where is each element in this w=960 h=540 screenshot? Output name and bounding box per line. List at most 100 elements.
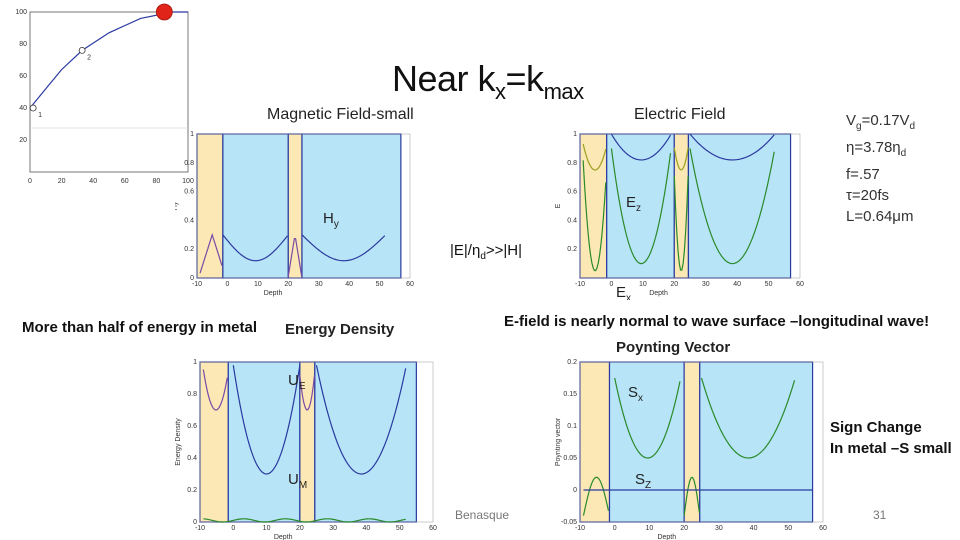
- dielectric-layer: [222, 133, 289, 279]
- x-axis-label: Depth: [649, 290, 668, 297]
- y-tick-label: 100: [15, 9, 27, 16]
- footer-text: Benasque: [455, 508, 510, 522]
- x-tick-label: 50: [765, 281, 773, 288]
- y-tick-label: 0.6: [187, 423, 197, 430]
- param-f: f=.57: [846, 166, 880, 183]
- y-tick-label: 0: [190, 275, 194, 282]
- parameter-list: Vg=0.17Vd η=3.78ηd f=.57 τ=20fs L=0.64μm: [846, 110, 915, 227]
- x-axis-label: Depth: [264, 290, 283, 297]
- x-tick-label: 20: [58, 178, 66, 185]
- dispersion-point-label: 1: [38, 112, 42, 119]
- sx-dielectric-curve-2: [700, 377, 796, 459]
- x-tick-label: 10: [646, 525, 654, 532]
- x-tick-label: 50: [396, 525, 404, 532]
- y-tick-label: 60: [19, 73, 27, 80]
- x-tick-label: 60: [796, 281, 804, 288]
- slide-title: Near kx=kmax: [392, 58, 584, 105]
- sz-metal-curve-2: [683, 476, 701, 516]
- kmax-marker: [155, 3, 173, 21]
- param-eta: η=3.78ηd: [846, 139, 907, 159]
- y-tick-label: 0: [193, 519, 197, 526]
- x-tick-label: 60: [121, 178, 129, 185]
- plot-frame: [579, 361, 824, 523]
- x-tick-label: 50: [376, 281, 384, 288]
- y-tick-label: 0.05: [563, 455, 577, 462]
- x-axis-label: Depth: [274, 534, 293, 540]
- x-axis-label: Depth: [657, 534, 676, 540]
- plot-frame: [196, 133, 411, 279]
- y-axis-label: Poynting vector: [555, 417, 562, 466]
- y-tick-label: 40: [19, 105, 27, 112]
- electric-field-header: Electric Field: [634, 106, 726, 123]
- dielectric-layer: [699, 361, 814, 523]
- ue-metal-curve-1: [202, 369, 228, 411]
- y-tick-label: 0.8: [187, 391, 197, 398]
- ue-metal-curve-2: [299, 375, 316, 411]
- y-tick-label: 0.4: [187, 455, 197, 462]
- energy-density-header: Energy Density: [285, 321, 395, 338]
- metal-energy-note: More than half of energy in metal: [22, 319, 258, 336]
- ex-metal-curve-1: [582, 160, 607, 272]
- x-tick-label: 40: [750, 525, 758, 532]
- y-axis-label: E: [555, 203, 562, 208]
- ex-metal-curve-2: [673, 175, 689, 271]
- x-tick-label: 60: [819, 525, 827, 532]
- dielectric-layer: [608, 361, 685, 523]
- ex-dielectric-curve-2: [689, 148, 775, 265]
- y-tick-label: -0.05: [561, 519, 577, 526]
- x-tick-label: 60: [429, 525, 437, 532]
- y-tick-label: 1: [193, 359, 197, 366]
- x-tick-label: 30: [702, 281, 710, 288]
- hy-label: Hy: [323, 210, 339, 230]
- hy-dielectric-curve-1: [222, 234, 288, 262]
- x-tick-label: 40: [345, 281, 353, 288]
- hy-metal-curve-2: [287, 237, 303, 277]
- um-dielectric-curve-2: [315, 365, 407, 475]
- dispersion-plot-area: [29, 11, 189, 173]
- dispersion-point: [29, 104, 37, 112]
- dielectric-layer: [314, 361, 417, 523]
- x-tick-label: -10: [575, 525, 585, 532]
- y-tick-label: 0.4: [184, 217, 194, 224]
- dispersion-chart: 0 20 40 60 80 100 20 40 60 80 100 1 2: [15, 3, 194, 185]
- x-tick-label: -10: [192, 281, 202, 288]
- x-tick-label: 0: [231, 525, 235, 532]
- metal-layer: [579, 133, 608, 279]
- y-tick-label: 0.2: [567, 359, 577, 366]
- y-tick-label: 0.8: [567, 160, 577, 167]
- plot-frame: [199, 361, 434, 523]
- x-tick-label: 20: [296, 525, 304, 532]
- y-tick-label: 0: [573, 487, 577, 494]
- magnetic-field-header: Magnetic Field-small: [267, 106, 414, 123]
- ex-dielectric-curve-1: [610, 148, 672, 265]
- sz-label: SZ: [635, 471, 651, 491]
- ez-dielectric-curve-1: [610, 133, 672, 161]
- x-tick-label: 0: [28, 178, 32, 185]
- ue-label: UE: [288, 372, 306, 392]
- x-tick-label: 60: [406, 281, 414, 288]
- ez-metal-curve-2: [673, 147, 689, 171]
- sx-dielectric-curve-1: [614, 377, 681, 459]
- y-tick-label: 0.2: [187, 487, 197, 494]
- x-tick-label: 10: [254, 281, 262, 288]
- x-tick-label: 50: [784, 525, 792, 532]
- e-chart: -10 0 10 20 30 40 50 60 0.2 0.4 0.6 0.8 1 Depth E Ez E…: [555, 131, 804, 300]
- y-tick-label: 0.4: [567, 217, 577, 224]
- y-tick-label: 1: [190, 131, 194, 138]
- field-ratio-note: |E|/ηd>>|H|: [450, 242, 523, 262]
- x-tick-label: 0: [609, 281, 613, 288]
- poynting-vector-header: Poynting Vector: [616, 339, 731, 356]
- ez-dielectric-curve-2: [689, 133, 775, 161]
- y-axis-label: Energy Density: [175, 418, 182, 466]
- param-l: L=0.64μm: [846, 208, 914, 225]
- x-tick-label: 10: [639, 281, 647, 288]
- y-tick-label: 0.2: [567, 246, 577, 253]
- poynting-chart: -10 0 10 20 30 40 50 60 -0.05 0 0.05 0.1 0.15 0.2 Dept…: [555, 359, 827, 540]
- x-tick-label: 10: [263, 525, 271, 532]
- y-axis-label: Hy: [175, 201, 179, 210]
- dispersion-point: [78, 47, 86, 54]
- dispersion-point-label: 2: [87, 54, 91, 61]
- hy-metal-curve-1: [199, 232, 223, 274]
- x-tick-label: 30: [315, 281, 323, 288]
